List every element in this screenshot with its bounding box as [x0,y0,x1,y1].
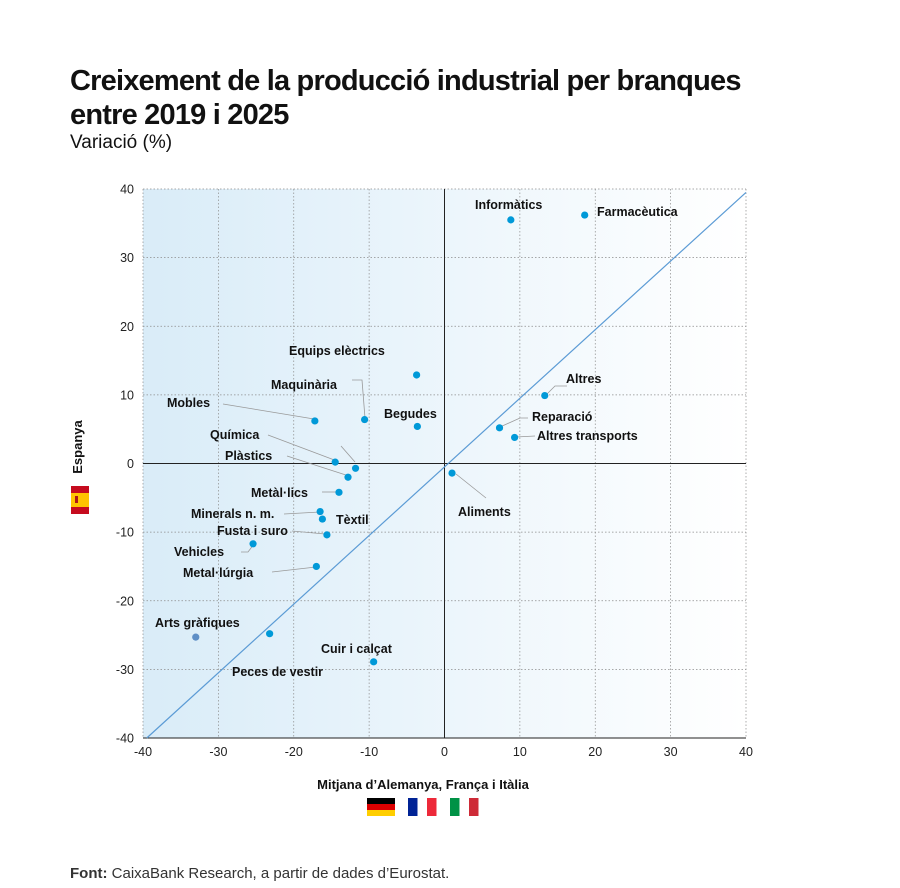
point-label: Metàl·lics [251,486,308,500]
source-note: Font: CaixaBank Research, a partir de da… [70,865,449,882]
point-label: Maquinària [271,378,338,392]
y-tick-labels: -40 -30 -20 -10 0 10 20 30 40 [116,183,134,746]
x-tick-labels: -40 -30 -20 -10 0 10 20 30 40 [134,745,753,759]
france-flag [408,798,437,816]
data-point [344,473,352,481]
x-tick-label: 0 [441,745,448,759]
data-point [311,417,319,425]
data-point [316,507,324,516]
point-label: Peces de vestir [232,665,323,679]
x-tick-label: 40 [739,745,753,759]
y-tick-label: 40 [120,183,134,197]
point-label: Altres [566,372,601,386]
point-label: Informàtics [475,198,542,212]
x-tick-label: -30 [209,745,227,759]
point-label: Reparació [532,410,593,424]
point-label: Tèxtil [336,513,369,527]
leader-lines [222,379,567,573]
data-point [507,216,515,224]
data-point [312,562,320,571]
data-point [413,371,421,379]
point-label: Equips elèctrics [289,344,385,358]
point-label: Cuir i calçat [321,642,393,656]
point-label: Altres transports [537,429,638,443]
leader-line [283,511,321,515]
data-point [351,464,360,472]
data-point [581,211,589,219]
data-point [323,531,331,539]
leader-line [271,566,317,573]
y-tick-label: -20 [116,594,134,608]
data-points [192,211,589,666]
leader-line [515,435,536,438]
point-label: Aliments [458,505,511,519]
chart-title: Creixement de la producció industrial pe… [70,65,741,131]
point-label: Begudes [384,407,437,421]
leader-line [455,473,487,499]
point-label: Farmacèutica [597,205,679,219]
x-tick-label: -10 [360,745,378,759]
data-point [331,458,339,466]
point-label: Plàstics [225,449,272,463]
data-point [370,658,378,666]
point-label: Metal·lúrgia [183,566,254,580]
data-point [266,630,274,638]
x-tick-label: 30 [664,745,678,759]
data-point [541,391,549,400]
leader-line [291,530,326,535]
data-point [510,433,519,442]
y-tick-label: -30 [116,663,134,677]
leader-line [544,385,567,397]
y-tick-label: 10 [120,388,134,402]
spain-flag [71,486,89,514]
leader-line [340,445,356,463]
italy-flag [450,798,479,816]
y-tick-label: -10 [116,526,134,540]
leader-line [267,434,338,462]
germany-flag [367,798,395,816]
point-label: Vehicles [174,545,224,559]
source-label: Font: [70,865,108,882]
point-label: Arts gràfiques [155,616,240,630]
x-tick-label: 20 [588,745,602,759]
leader-line [499,417,528,428]
x-tick-label: -40 [134,745,152,759]
point-label: Minerals n. m. [191,507,274,521]
x-tick-label: 10 [513,745,527,759]
leader-line [222,403,315,420]
point-label: Química [210,428,260,442]
point-label: Mobles [167,396,210,410]
y-tick-label: -40 [116,732,134,746]
data-point [361,415,369,424]
data-point [318,515,326,523]
data-point [448,469,456,477]
chart-subtitle: Variació (%) [70,132,173,153]
x-axis-title: Mitjana d’Alemanya, França i Itàlia [317,777,529,792]
data-point [335,488,343,496]
leader-line [352,379,366,419]
leader-line [286,455,350,477]
point-labels: Informàtics Farmacèutica Equips elèctrics M… [155,198,679,679]
diagonal-reference-line [146,191,747,739]
y-tick-label: 30 [120,251,134,265]
data-point [495,424,504,432]
x-tick-label: -20 [285,745,303,759]
source-text: CaixaBank Research, a partir de dades d’… [111,865,450,882]
axes [143,189,746,739]
data-point [192,633,200,641]
data-point [249,540,257,548]
data-point [413,422,421,431]
y-tick-label: 20 [120,320,134,334]
y-axis-title: Espanya [70,419,85,473]
point-label: Fusta i suro [217,524,288,538]
y-tick-label: 0 [127,457,134,471]
